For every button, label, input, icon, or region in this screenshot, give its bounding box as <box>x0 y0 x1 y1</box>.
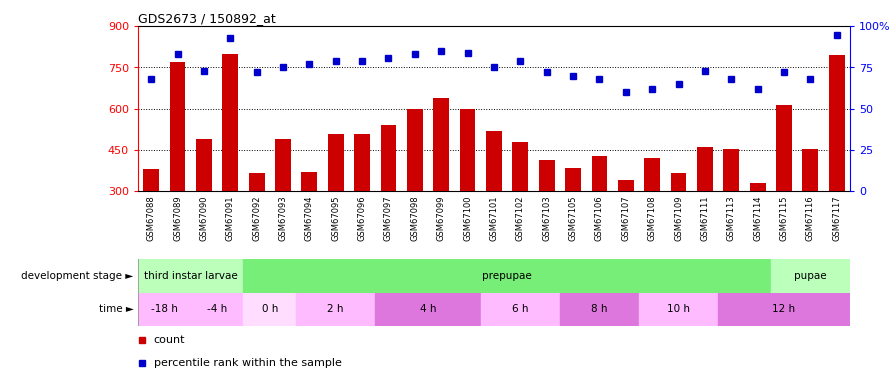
Bar <box>381 125 396 191</box>
Bar <box>513 142 529 191</box>
Bar <box>407 109 423 191</box>
Bar <box>486 131 502 191</box>
Text: 4 h: 4 h <box>420 304 436 314</box>
Bar <box>244 259 771 292</box>
Bar <box>196 139 212 191</box>
Bar <box>433 98 449 191</box>
Text: 10 h: 10 h <box>667 304 690 314</box>
Bar <box>244 292 296 326</box>
Bar <box>248 173 264 191</box>
Bar <box>538 160 554 191</box>
Bar <box>190 292 244 326</box>
Bar <box>138 292 190 326</box>
Text: prepupae: prepupae <box>482 271 532 280</box>
Bar <box>829 55 845 191</box>
Bar <box>560 292 639 326</box>
Bar <box>354 134 370 191</box>
Bar <box>376 292 481 326</box>
Text: percentile rank within the sample: percentile rank within the sample <box>154 358 342 368</box>
Text: -18 h: -18 h <box>151 304 178 314</box>
Bar <box>671 173 686 191</box>
Text: 12 h: 12 h <box>773 304 796 314</box>
Text: GDS2673 / 150892_at: GDS2673 / 150892_at <box>138 12 276 25</box>
Text: 8 h: 8 h <box>591 304 608 314</box>
Bar <box>803 148 818 191</box>
Text: third instar larvae: third instar larvae <box>144 271 238 280</box>
Bar <box>565 168 581 191</box>
Text: development stage ►: development stage ► <box>21 271 134 280</box>
Bar <box>328 134 344 191</box>
Bar <box>138 259 244 292</box>
Bar <box>618 180 634 191</box>
Text: -4 h: -4 h <box>207 304 227 314</box>
Bar <box>697 147 713 191</box>
Bar <box>639 292 718 326</box>
Bar <box>481 292 560 326</box>
Bar <box>718 292 850 326</box>
Bar <box>459 109 475 191</box>
Bar <box>302 172 317 191</box>
Bar <box>143 169 159 191</box>
Bar <box>724 148 740 191</box>
Text: 0 h: 0 h <box>262 304 278 314</box>
Text: pupae: pupae <box>794 271 827 280</box>
Text: 2 h: 2 h <box>328 304 344 314</box>
Bar <box>776 105 792 191</box>
Bar <box>296 292 376 326</box>
Bar <box>644 158 660 191</box>
Text: count: count <box>154 335 185 345</box>
Bar <box>771 259 850 292</box>
Text: 6 h: 6 h <box>512 304 529 314</box>
Bar <box>592 156 607 191</box>
Text: time ►: time ► <box>99 304 134 314</box>
Bar <box>749 183 765 191</box>
Bar <box>222 54 239 191</box>
Bar <box>275 139 291 191</box>
Bar <box>170 62 185 191</box>
